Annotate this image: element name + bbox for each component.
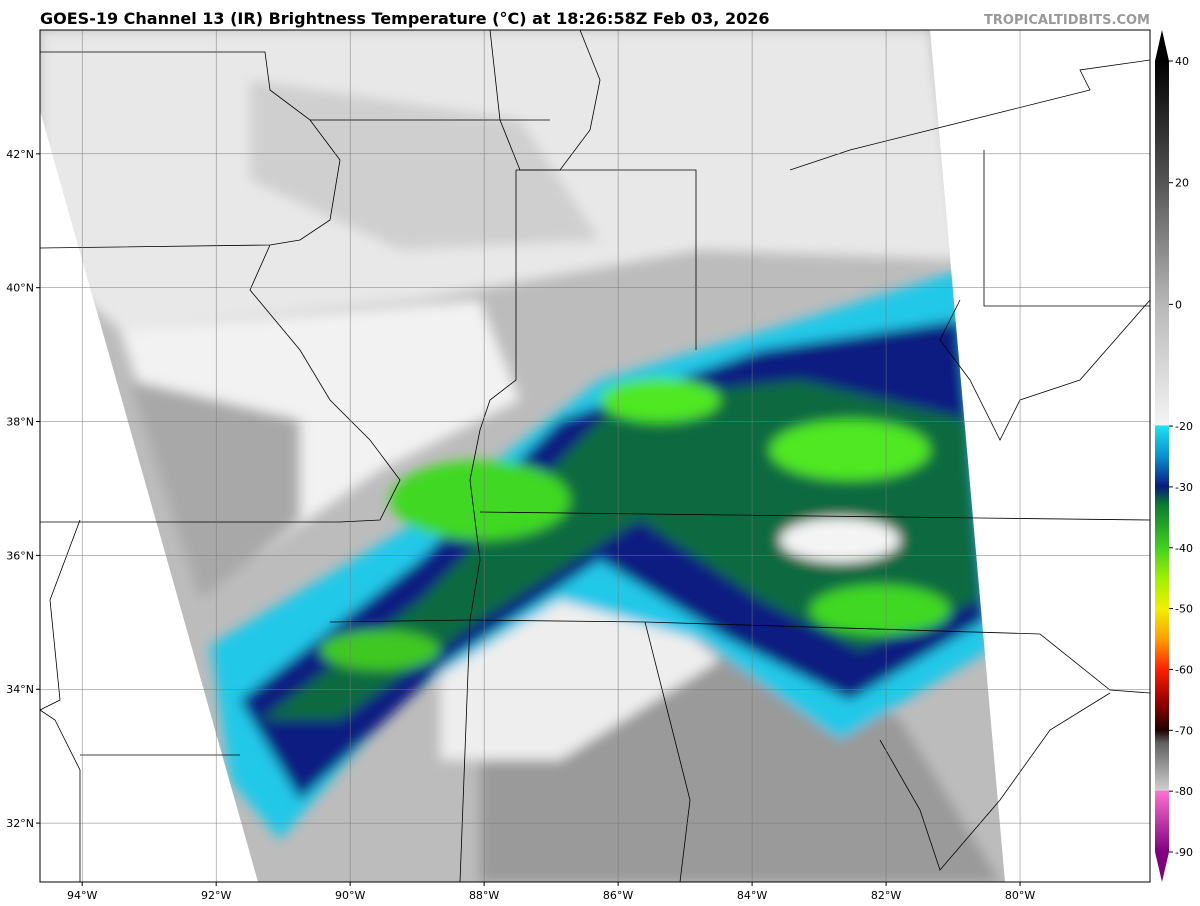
lon-label: 92°W <box>201 889 231 902</box>
lon-label: 90°W <box>335 889 365 902</box>
colorbar-bottom-extension <box>1155 852 1169 882</box>
lat-label: 32°N <box>6 817 34 830</box>
lon-label: 86°W <box>603 889 633 902</box>
colorbar-top-extension <box>1155 30 1169 61</box>
map-frame <box>39 29 1151 883</box>
colorbar-label: 40 <box>1175 55 1189 68</box>
colorbar-label: -50 <box>1175 603 1193 616</box>
lon-label: 80°W <box>1005 889 1035 902</box>
borders <box>40 30 1150 882</box>
colorbar-label: -70 <box>1175 724 1193 737</box>
lon-label: 82°W <box>871 889 901 902</box>
colorbar-label: -90 <box>1175 846 1193 859</box>
colorbar-label: 0 <box>1175 298 1182 311</box>
colorbar-label: -80 <box>1175 785 1193 798</box>
colorbar-label: -40 <box>1175 542 1193 555</box>
colorbar-label: -60 <box>1175 663 1193 676</box>
lat-label: 36°N <box>6 549 34 562</box>
colorbar-label: -20 <box>1175 420 1193 433</box>
lat-label: 42°N <box>6 148 34 161</box>
lon-label: 84°W <box>737 889 767 902</box>
credit: TROPICALTIDBITS.COM <box>984 13 1150 28</box>
lat-label: 38°N <box>6 416 34 429</box>
imagery <box>40 30 1150 882</box>
colorbar-label: -30 <box>1175 481 1193 494</box>
lat-label: 40°N <box>6 282 34 295</box>
colorbar <box>1155 30 1169 882</box>
colorbar-ramp <box>1155 61 1169 852</box>
title: GOES-19 Channel 13 (IR) Brightness Tempe… <box>40 9 769 28</box>
graticule <box>40 30 1150 882</box>
lon-label: 88°W <box>469 889 499 902</box>
lat-label: 34°N <box>6 683 34 696</box>
lon-label: 94°W <box>67 889 97 902</box>
colorbar-label: 20 <box>1175 177 1189 190</box>
